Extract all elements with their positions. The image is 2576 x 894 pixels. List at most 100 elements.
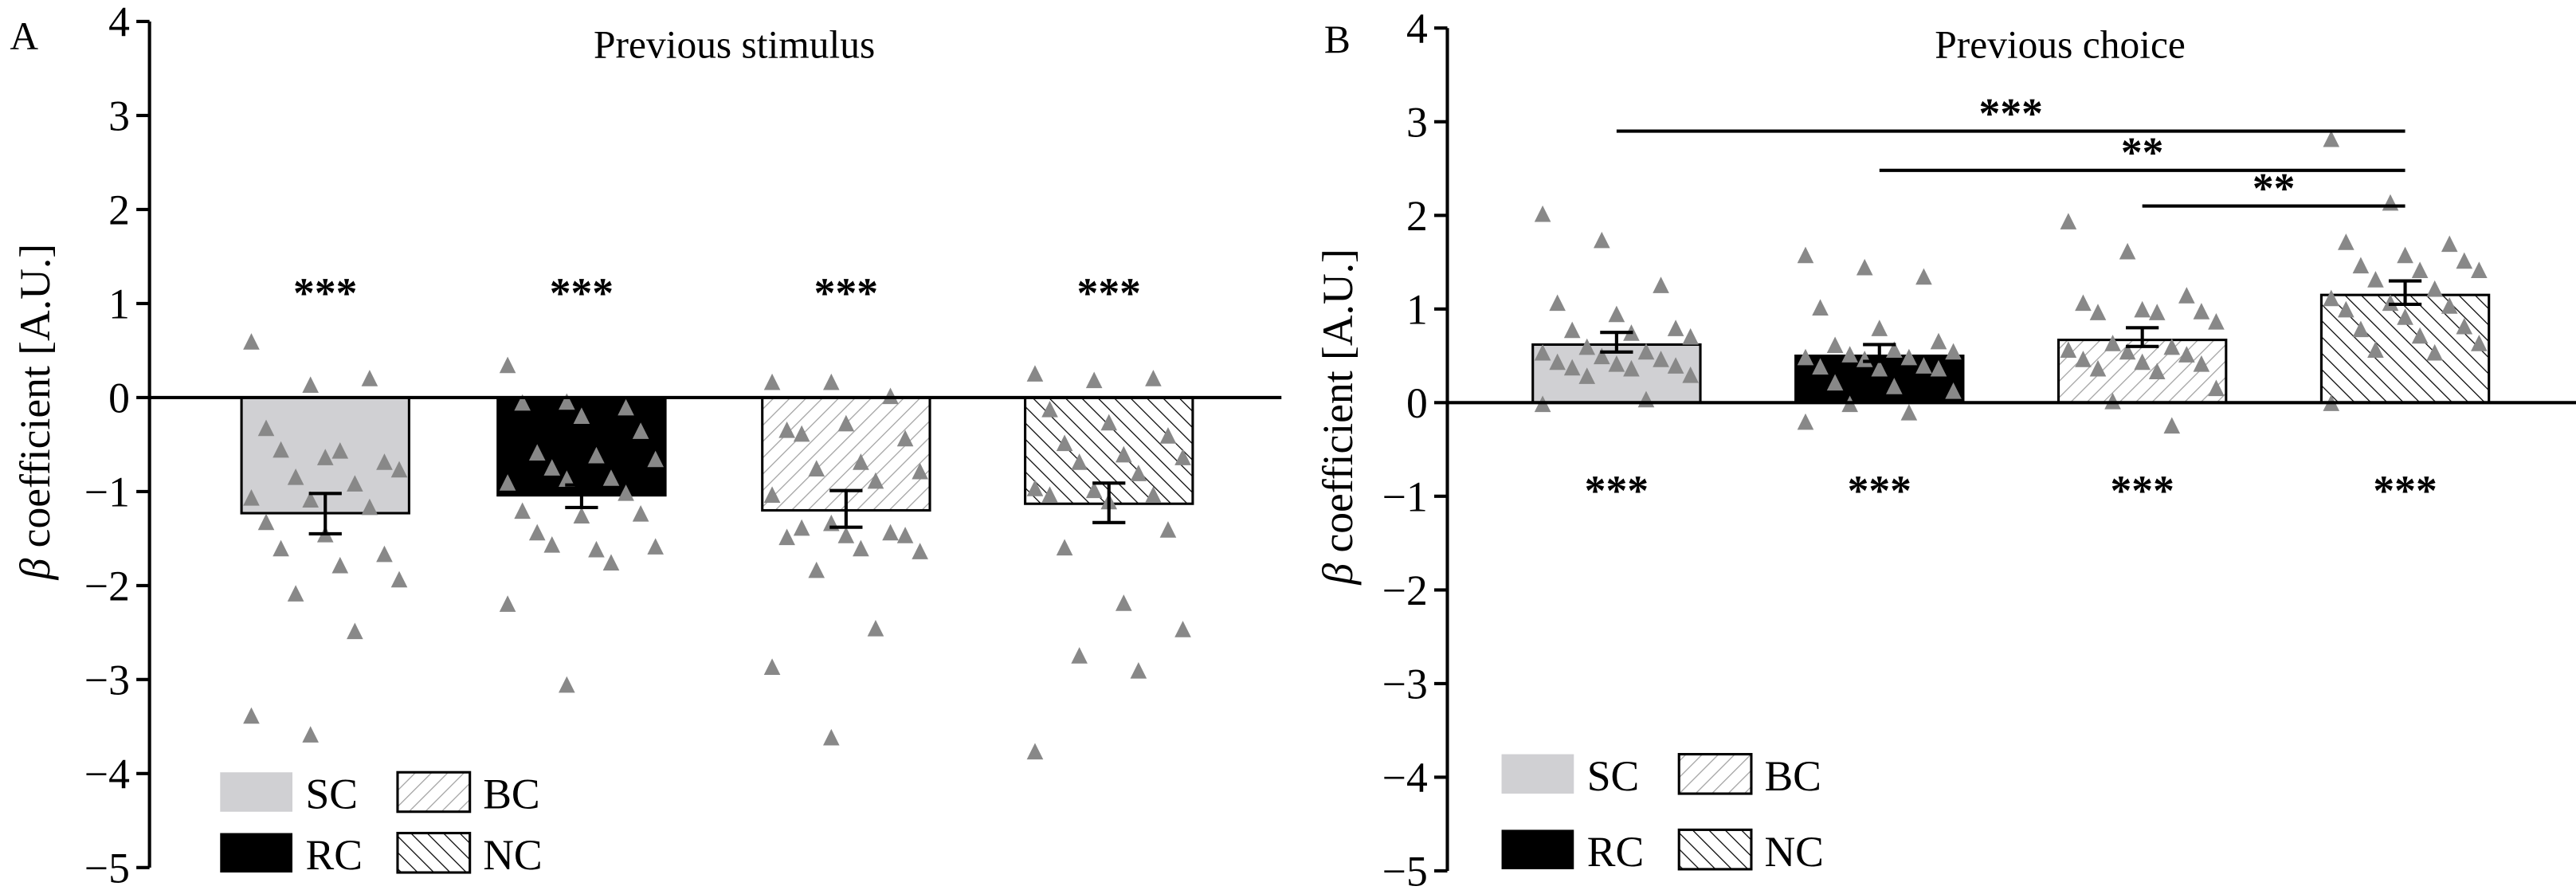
data-point-nc bbox=[1041, 401, 1058, 418]
data-point-bc bbox=[837, 414, 855, 432]
chart-title: Previous choice bbox=[1935, 22, 2186, 66]
legend-label-sc: SC bbox=[1587, 752, 1640, 800]
data-point-nc bbox=[2352, 257, 2370, 274]
legend-label-bc: BC bbox=[1764, 752, 1821, 800]
data-point-bc bbox=[853, 453, 869, 470]
data-point-nc bbox=[2397, 308, 2413, 325]
data-point-bc bbox=[2060, 341, 2077, 358]
data-point-bc bbox=[2148, 304, 2166, 320]
chart-title: Previous stimulus bbox=[594, 22, 875, 66]
y-tick-label: 2 bbox=[1406, 192, 1428, 240]
data-point-rc bbox=[559, 676, 575, 693]
data-point-nc bbox=[1115, 445, 1132, 463]
data-point-sc bbox=[1594, 231, 1610, 249]
legend-label-rc: RC bbox=[306, 831, 363, 879]
data-point-rc bbox=[528, 523, 546, 541]
y-tick-label: 1 bbox=[1406, 285, 1428, 333]
y-tick-label: 3 bbox=[1406, 98, 1428, 146]
data-point-sc bbox=[1534, 343, 1551, 361]
y-tick-label: 4 bbox=[108, 0, 130, 46]
data-point-bc bbox=[2075, 294, 2092, 312]
data-point-bc bbox=[2163, 417, 2181, 434]
y-tick-label: 4 bbox=[1406, 5, 1428, 53]
data-point-rc bbox=[514, 394, 531, 411]
data-point-rc bbox=[573, 507, 590, 524]
data-point-nc bbox=[2441, 297, 2458, 314]
data-point-nc bbox=[2441, 235, 2458, 253]
data-point-rc bbox=[647, 450, 664, 468]
data-point-nc bbox=[1159, 521, 1177, 538]
data-point-rc bbox=[618, 484, 634, 501]
data-point-sc bbox=[1563, 359, 1581, 376]
data-point-nc bbox=[1056, 539, 1073, 556]
data-point-nc bbox=[2323, 130, 2340, 147]
data-point-bc bbox=[2208, 313, 2225, 330]
data-point-nc bbox=[2382, 194, 2399, 211]
data-point-rc bbox=[559, 470, 575, 487]
data-point-rc bbox=[1841, 346, 1858, 363]
data-point-rc bbox=[1797, 348, 1814, 366]
y-tick-label: −5 bbox=[1382, 848, 1428, 894]
y-axis-text: coefficient [A.U.] bbox=[1314, 249, 1362, 552]
y-tick-label: −4 bbox=[84, 750, 130, 798]
data-point-sc bbox=[1608, 305, 1625, 323]
data-point-bc bbox=[763, 486, 781, 504]
data-point-bc bbox=[763, 373, 781, 390]
data-point-sc bbox=[390, 571, 408, 588]
data-point-nc bbox=[2352, 320, 2370, 338]
data-point-sc bbox=[347, 622, 363, 640]
data-point-sc bbox=[272, 539, 289, 557]
data-point-nc bbox=[1145, 370, 1162, 386]
data-point-rc bbox=[514, 502, 531, 520]
data-point-rc bbox=[1871, 320, 1888, 336]
panel-a: A Previous stimulus β coefficient [A.U.] 4 3… bbox=[10, 0, 1282, 892]
data-point-sc bbox=[1623, 359, 1640, 377]
data-point-sc bbox=[316, 449, 334, 465]
data-point-bc bbox=[853, 539, 869, 557]
data-point-rc bbox=[499, 474, 516, 491]
legend-swatch-rc bbox=[1501, 829, 1574, 869]
data-point-nc bbox=[2471, 335, 2488, 351]
data-point-bc bbox=[837, 527, 855, 543]
data-point-bc bbox=[2208, 379, 2225, 397]
data-point-sc bbox=[331, 441, 349, 459]
data-point-bc bbox=[778, 528, 795, 546]
data-point-nc bbox=[1130, 662, 1147, 679]
data-point-bc bbox=[2178, 346, 2195, 363]
data-point-bc bbox=[2119, 343, 2136, 360]
data-point-rc bbox=[588, 446, 605, 464]
data-point-bc bbox=[2193, 355, 2210, 372]
y-axis-label: β coefficient [A.U.] bbox=[11, 244, 59, 581]
y-tick-label: −3 bbox=[84, 656, 130, 704]
data-point-sc bbox=[302, 376, 320, 394]
data-point-sc bbox=[302, 491, 320, 508]
data-point-sc bbox=[1653, 351, 1669, 367]
legend-label-sc: SC bbox=[306, 770, 359, 818]
significance-label: *** bbox=[293, 269, 357, 317]
data-point-rc bbox=[602, 469, 620, 486]
data-point-sc bbox=[1578, 338, 1596, 355]
legend-swatch-nc bbox=[396, 831, 472, 874]
data-point-nc bbox=[1041, 486, 1058, 504]
data-point-rc bbox=[602, 554, 620, 571]
data-point-sc bbox=[272, 441, 289, 458]
data-point-nc bbox=[2338, 300, 2354, 318]
data-point-rc bbox=[1826, 336, 1844, 354]
data-point-rc bbox=[1900, 348, 1918, 366]
data-point-nc bbox=[1174, 449, 1191, 465]
data-point-bc bbox=[2148, 363, 2166, 379]
data-point-rc bbox=[588, 540, 605, 558]
data-point-nc bbox=[2426, 343, 2443, 361]
data-point-sc bbox=[376, 545, 393, 563]
significance-label: *** bbox=[814, 269, 878, 317]
y-tick-label: −5 bbox=[84, 844, 130, 892]
y-tick-label: −2 bbox=[1382, 567, 1428, 614]
data-point-bc bbox=[2089, 304, 2107, 320]
data-point-bc bbox=[2163, 338, 2181, 355]
data-point-sc bbox=[361, 370, 378, 386]
data-point-sc bbox=[243, 488, 260, 506]
data-point-nc bbox=[1159, 427, 1177, 444]
data-point-nc bbox=[2367, 341, 2384, 358]
data-point-sc bbox=[1667, 320, 1684, 336]
data-point-bc bbox=[778, 422, 795, 438]
